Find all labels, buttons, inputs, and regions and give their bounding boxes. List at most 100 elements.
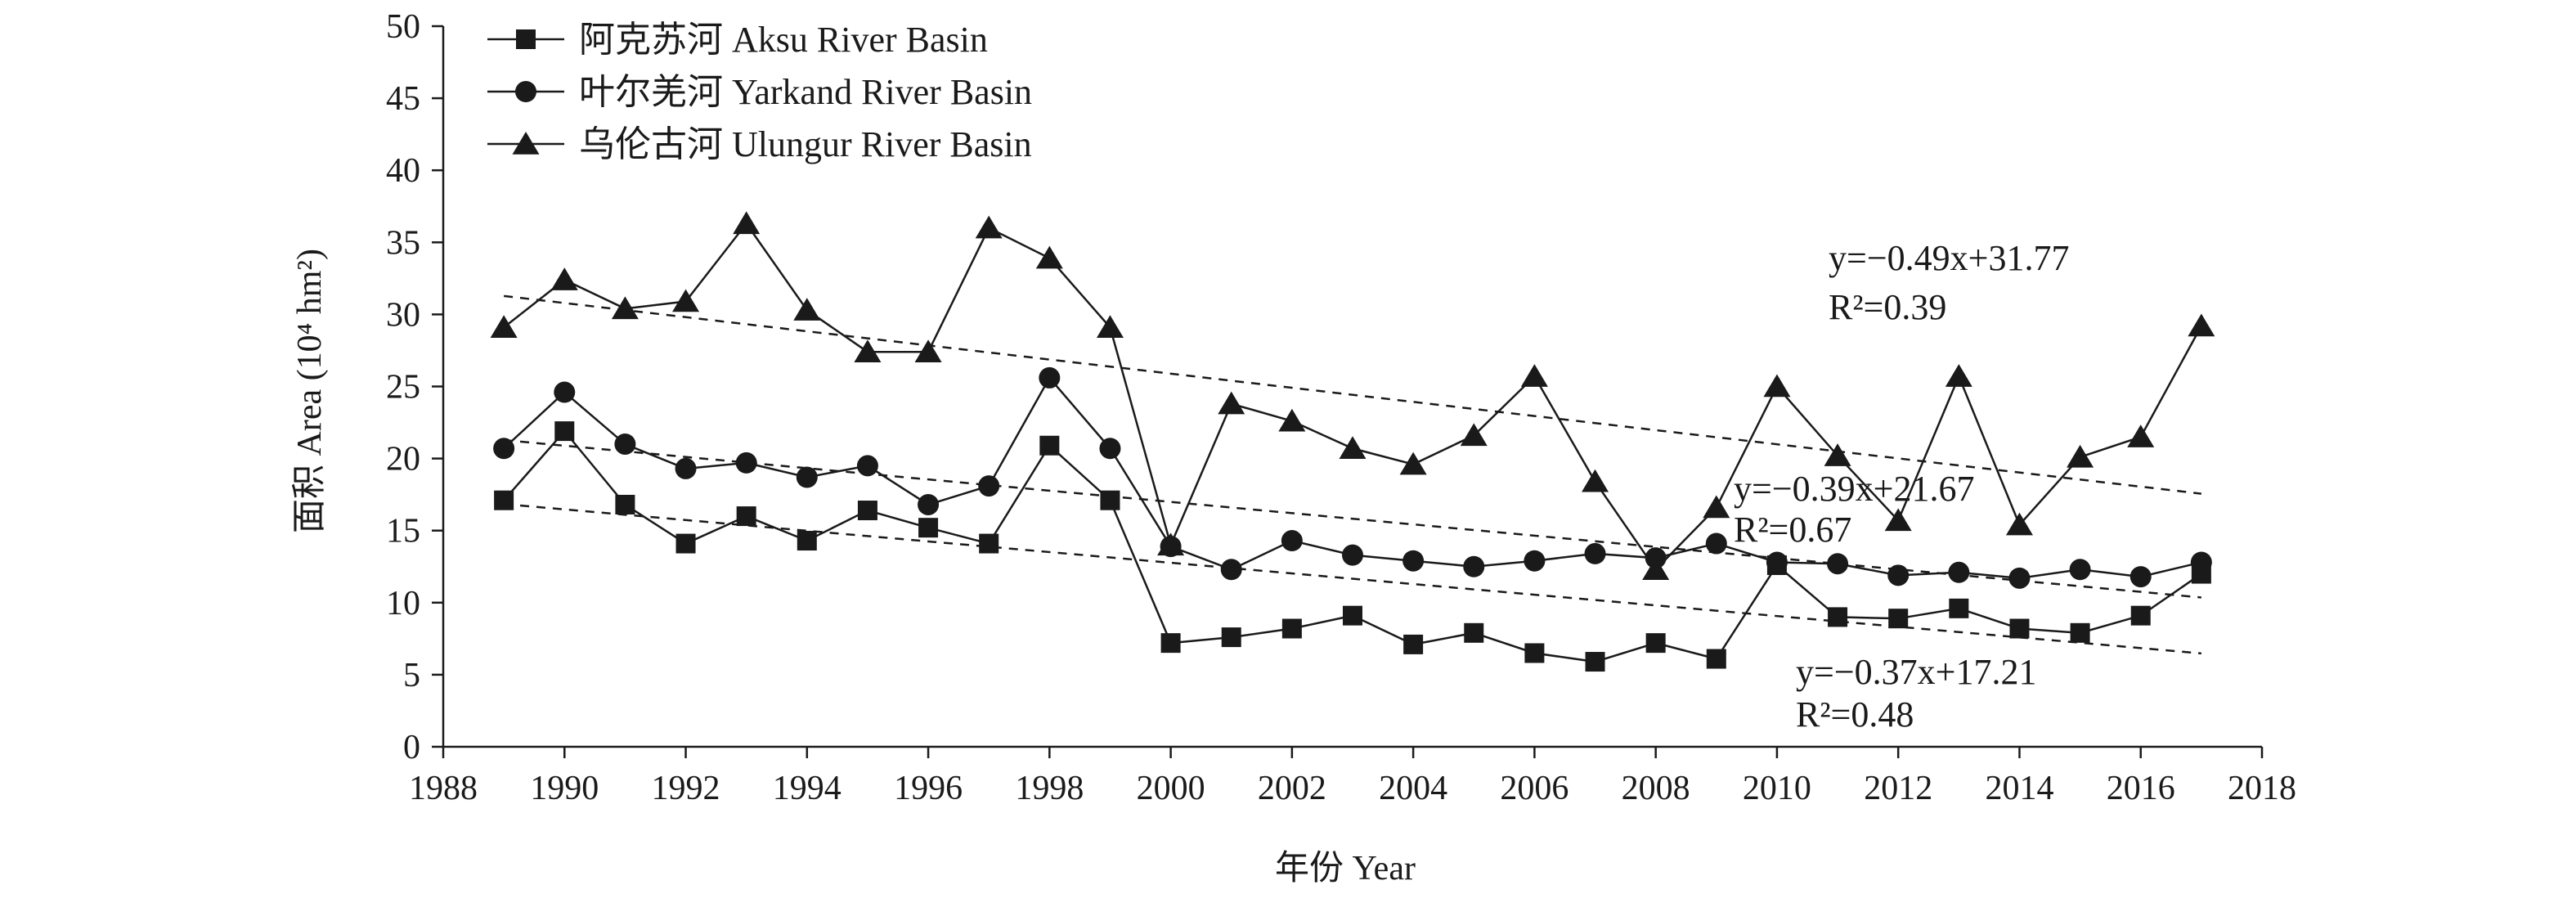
x-tick-label: 2002 — [1258, 770, 1326, 807]
square-marker — [2070, 622, 2090, 643]
circle-marker — [1705, 532, 1727, 555]
square-marker — [1100, 490, 1120, 510]
x-tick-label: 1988 — [409, 770, 478, 807]
triangle-marker — [914, 339, 942, 362]
triangle-marker — [733, 211, 761, 235]
circle-marker — [1099, 438, 1121, 460]
circle-marker — [1281, 530, 1303, 552]
square-marker — [675, 533, 696, 554]
y-tick-label: 15 — [386, 513, 420, 550]
triangle-marker — [1884, 508, 1912, 532]
legend: 阿克苏河 Aksu River Basin 叶尔羌河 Yarkand River … — [487, 20, 1032, 164]
triangle-marker — [1278, 408, 1306, 432]
trend-equation: y=−0.49x+31.77 — [1829, 238, 2069, 278]
x-tick-label: 1998 — [1015, 770, 1084, 807]
triangle-marker — [1703, 495, 1730, 519]
circle-marker — [1948, 561, 1970, 583]
circle-marker — [2129, 566, 2152, 588]
x-tick-label: 2000 — [1137, 770, 1205, 807]
trend-r-squared: R²=0.48 — [1796, 694, 1914, 735]
circle-marker — [1887, 564, 1910, 586]
square-marker — [2009, 618, 2030, 639]
trend-equation: y=−0.39x+21.67 — [1734, 469, 1974, 509]
triangle-marker — [1399, 452, 1427, 475]
y-tick-label: 25 — [386, 369, 420, 407]
y-tick-label: 30 — [386, 296, 420, 334]
square-marker — [1160, 633, 1181, 654]
x-tick-label: 2018 — [2228, 770, 2296, 807]
y-axis-ticks: 0 5 10 15 20 25 30 35 40 45 50 — [386, 8, 443, 766]
x-tick-label: 2016 — [2107, 770, 2175, 807]
square-marker — [857, 501, 877, 521]
triangle-marker — [672, 289, 700, 312]
x-tick-label: 1994 — [773, 770, 841, 807]
triangle-marker — [2005, 512, 2033, 536]
x-axis-label: 年份 Year — [1275, 849, 1416, 887]
triangle-marker — [550, 267, 578, 290]
triangle-marker — [1157, 532, 1185, 556]
trend-r-squared: R²=0.39 — [1829, 287, 1946, 327]
x-tick-label: 2006 — [1500, 770, 1568, 807]
square-marker — [1949, 598, 1969, 618]
circle-marker — [978, 475, 1000, 497]
circle-marker — [515, 81, 536, 102]
square-marker — [1645, 633, 1666, 654]
trend-annotations: y=−0.49x+31.77R²=0.39y=−0.39x+21.67R²=0.… — [1734, 238, 2069, 735]
triangle-marker — [2188, 313, 2215, 337]
legend-label: 叶尔羌河 Yarkand River Basin — [579, 72, 1032, 112]
triangle-marker — [1520, 364, 1548, 387]
trend-r-squared: R²=0.67 — [1734, 510, 1851, 550]
square-marker — [494, 490, 514, 510]
x-tick-label: 1992 — [652, 770, 720, 807]
square-marker — [1343, 605, 1362, 626]
circle-marker — [1766, 551, 1788, 573]
circle-marker — [1402, 550, 1425, 572]
triangle-marker — [1945, 364, 1972, 387]
trend-line — [504, 503, 2201, 655]
circle-marker — [1524, 550, 1546, 572]
y-axis-label: 面积 Area (10⁴ hm²) — [291, 249, 329, 533]
triangle-marker — [854, 339, 882, 362]
triangle-marker — [490, 315, 518, 339]
triangle-marker — [975, 215, 1003, 239]
circle-marker — [1584, 542, 1606, 564]
circle-marker — [675, 457, 697, 479]
circle-marker — [2069, 559, 2091, 581]
x-axis-ticks: 1988 1990 1992 1994 1996 1998 2000 2002 2004 2006… — [409, 747, 2296, 807]
x-tick-label: 2010 — [1743, 770, 1811, 807]
square-marker — [1585, 652, 1605, 672]
triangle-marker — [793, 298, 821, 321]
square-marker — [1403, 634, 1424, 654]
y-tick-label: 0 — [403, 729, 420, 766]
triangle-marker — [1582, 469, 1609, 492]
circle-marker — [1342, 544, 1363, 566]
square-marker — [1888, 609, 1909, 629]
triangle-marker — [1460, 423, 1488, 447]
circle-marker — [493, 438, 515, 460]
square-marker — [979, 533, 999, 554]
x-tick-label: 2004 — [1379, 770, 1447, 807]
circle-marker — [1463, 555, 1485, 577]
triangle-marker — [2127, 425, 2155, 447]
triangle-marker — [1824, 443, 1851, 466]
y-tick-label: 45 — [386, 80, 420, 118]
legend-label: 乌伦古河 Ulungur River Basin — [579, 124, 1032, 164]
triangle-marker — [512, 132, 540, 155]
square-marker — [1706, 649, 1726, 669]
circle-marker — [856, 455, 878, 477]
trend-equation: y=−0.37x+17.21 — [1796, 652, 2036, 692]
square-marker — [1281, 618, 1302, 639]
triangle-marker — [1035, 245, 1063, 269]
square-marker — [1039, 435, 1060, 456]
triangle-marker — [1218, 391, 1245, 415]
x-tick-label: 2012 — [1864, 770, 1932, 807]
square-marker — [1221, 627, 1241, 648]
series-circle — [493, 366, 2212, 589]
trend-line — [503, 294, 2202, 495]
circle-marker — [735, 452, 757, 474]
square-marker — [736, 506, 756, 527]
square-marker — [2130, 605, 2151, 626]
triangle-marker — [611, 296, 639, 320]
x-tick-label: 2014 — [1985, 770, 2053, 807]
